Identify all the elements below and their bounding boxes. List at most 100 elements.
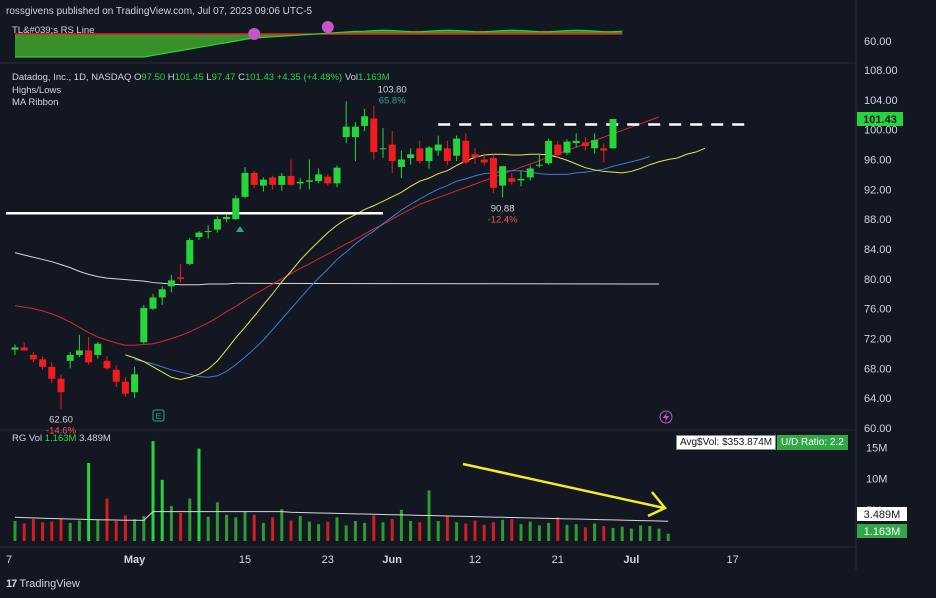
candle-body <box>600 148 608 151</box>
ma-line-fast <box>125 147 706 381</box>
volume-bar <box>639 525 643 541</box>
price-tick-label: 88.00 <box>864 214 892 226</box>
candle-body <box>453 138 461 156</box>
ma-line-long-ext <box>235 282 660 285</box>
tradingview-logo[interactable]: 17 TradingView <box>6 578 80 590</box>
volume-legend: RG Vol 1.163M 3.489M <box>12 433 111 444</box>
price-tick-label: 100.00 <box>864 125 898 137</box>
time-tick-label: 17 <box>726 554 738 566</box>
candle-body <box>315 174 323 182</box>
volume-bar <box>13 521 17 541</box>
volume-bar <box>657 528 661 541</box>
volume-bar <box>96 519 100 541</box>
candle-body <box>241 172 249 197</box>
candle-body <box>112 369 120 382</box>
low-pct-label-1: -14.6% <box>46 426 77 437</box>
price-tick-label: 64.00 <box>864 393 892 405</box>
candle-body <box>204 231 212 233</box>
candle-body <box>591 140 599 149</box>
last-price-label: 101.43 <box>863 114 897 126</box>
price-tick-label: 76.00 <box>864 304 892 316</box>
volume-value-2: 3.489M <box>79 433 111 444</box>
ma-line-mid <box>134 156 650 378</box>
indicator-ma-ribbon[interactable]: MA Ribbon <box>12 97 59 108</box>
candle-body <box>462 140 470 163</box>
candle-body <box>471 154 479 158</box>
high-value: 101.45 <box>174 72 204 83</box>
candle-body <box>158 289 166 298</box>
time-tick-label: Jul <box>623 554 639 566</box>
lightning-icon <box>663 412 669 422</box>
candle-body <box>250 172 258 185</box>
time-tick-label: 7 <box>6 554 12 566</box>
candle-body <box>140 307 148 343</box>
candle-body <box>407 154 415 159</box>
candle-body <box>85 350 93 363</box>
candle-body <box>167 280 175 287</box>
volume-average-line <box>14 511 669 522</box>
rs-new-high-dot <box>321 21 334 33</box>
candle-body <box>186 240 194 264</box>
candle-body <box>554 144 562 156</box>
volume-bar <box>169 506 173 541</box>
candle-body <box>443 148 451 161</box>
candle-body <box>526 168 534 178</box>
rs-new-high-dot <box>248 28 261 40</box>
volume-tick-label: 15M <box>866 442 887 454</box>
candle-body <box>269 177 277 185</box>
candle-body <box>259 179 267 186</box>
open-value: 97.50 <box>141 72 166 83</box>
volume-bar <box>41 522 45 541</box>
volume-bar <box>519 524 523 541</box>
candle-body <box>609 119 617 149</box>
time-tick-label: 12 <box>469 554 481 566</box>
volume-bar <box>280 509 284 541</box>
low-label: L <box>206 72 212 83</box>
volume-bar <box>225 514 229 541</box>
volume-bar <box>455 522 459 541</box>
volume-bar <box>611 527 615 541</box>
candle-body <box>66 354 74 361</box>
trend-arrow-line <box>462 462 665 510</box>
symbol-label: Datadog, Inc., 1D, NASDAQ <box>12 72 132 83</box>
volume-bar <box>252 514 256 541</box>
price-tick-label: 96.00 <box>864 155 892 167</box>
volume-bar <box>123 515 127 541</box>
low-price-label-1: 62.60 <box>49 415 73 426</box>
volume-bar <box>556 517 560 541</box>
candle-body <box>480 159 488 163</box>
candle-body <box>287 175 295 185</box>
candle-body <box>29 354 37 360</box>
volume-bar <box>326 521 330 541</box>
volume-bar <box>22 523 26 541</box>
candle-body <box>177 277 185 279</box>
volume-bar <box>59 518 63 541</box>
trend-arrow-head-icon <box>647 491 667 518</box>
volume-bar <box>114 521 118 541</box>
price-tick-label: 84.00 <box>864 244 892 256</box>
candle-body <box>333 167 341 184</box>
open-label: O <box>133 72 142 83</box>
volume-bar <box>344 525 348 541</box>
volume-bar <box>464 523 468 541</box>
volume-bar <box>31 519 35 541</box>
volume-bar <box>418 522 422 541</box>
candle-body <box>499 166 507 186</box>
volume-bar <box>68 522 72 541</box>
volume-bar <box>547 522 551 541</box>
indicator-highs-lows[interactable]: Highs/Lows <box>12 85 62 96</box>
volume-bar <box>482 524 486 541</box>
volume-bar <box>473 520 477 541</box>
candle-body <box>232 198 240 220</box>
rs-line <box>15 29 623 58</box>
volume-bar <box>583 527 587 541</box>
price-tick-label: 80.00 <box>864 274 892 286</box>
candle-body <box>39 359 47 367</box>
price-tick-label: 60.00 <box>864 423 892 435</box>
avg-volume-tag <box>857 507 907 521</box>
volume-tick-label: 10M <box>866 474 887 486</box>
price-tick-label: 68.00 <box>864 363 892 375</box>
ud-ratio-box: U/D Ratio: 2.2 <box>777 435 848 450</box>
